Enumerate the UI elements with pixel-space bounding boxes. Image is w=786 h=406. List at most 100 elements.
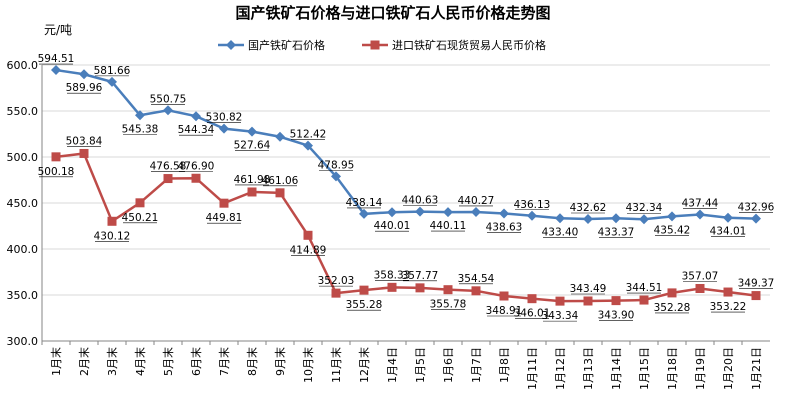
y-tick-label: 500.0 <box>7 151 39 164</box>
x-tick-label: 1月13日 <box>582 347 595 390</box>
data-label: 436.13 <box>514 199 551 211</box>
data-point <box>555 296 565 306</box>
x-tick-label: 1月4日 <box>386 347 399 383</box>
data-label: 432.34 <box>626 202 663 214</box>
data-point <box>51 152 61 162</box>
data-label: 440.63 <box>402 195 439 207</box>
x-tick-label: 11月末 <box>329 347 343 383</box>
data-label: 512.42 <box>290 129 327 141</box>
legend-label: 进口铁矿石现货贸易人民币价格 <box>392 38 546 52</box>
x-tick-label: 1月14日 <box>610 347 623 390</box>
data-point <box>191 173 201 183</box>
data-point <box>695 283 705 293</box>
data-label: 476.58 <box>150 161 187 173</box>
data-point <box>639 214 649 225</box>
data-point <box>443 207 453 218</box>
data-label: 530.82 <box>206 112 243 124</box>
data-label: 545.38 <box>122 123 159 135</box>
data-label: 476.90 <box>178 160 215 172</box>
data-label: 358.33 <box>374 269 411 281</box>
data-label: 500.18 <box>38 166 75 178</box>
data-label: 346.01 <box>514 308 551 320</box>
data-point <box>219 198 229 208</box>
x-tick-label: 12月末 <box>357 347 371 383</box>
data-point <box>387 207 397 218</box>
data-point <box>583 213 593 224</box>
data-label: 430.12 <box>94 230 131 242</box>
legend-marker <box>370 40 380 50</box>
data-point <box>611 296 621 306</box>
data-label: 438.14 <box>346 197 383 209</box>
series-group: 594.51 589.96 581.66 545.38 550.75 544.34530.… <box>38 53 775 322</box>
y-axis-unit: 元/吨 <box>44 23 72 37</box>
data-point <box>527 294 537 304</box>
legend: 国产铁矿石价格 进口铁矿石现货贸易人民币价格 <box>218 38 546 52</box>
data-point <box>443 285 453 295</box>
x-tick-label: 3月末 <box>105 347 119 376</box>
x-tick-label: 10月末 <box>301 347 315 383</box>
x-tick-label: 5月末 <box>161 347 175 376</box>
data-point <box>135 110 145 121</box>
data-label: 355.78 <box>430 299 467 311</box>
x-tick-label: 2月末 <box>77 347 91 376</box>
data-label: 503.84 <box>66 135 103 147</box>
data-point <box>247 187 257 197</box>
data-point <box>107 76 117 87</box>
x-tick-label: 7月末 <box>217 347 231 376</box>
data-point <box>359 208 369 219</box>
y-tick-label: 400.0 <box>7 243 39 256</box>
y-tick-label: 350.0 <box>7 289 39 302</box>
data-label: 357.77 <box>402 270 439 282</box>
data-point <box>751 213 761 224</box>
data-label: 544.34 <box>178 124 215 136</box>
data-point <box>387 282 397 292</box>
data-label: 353.22 <box>710 301 747 313</box>
data-point <box>471 286 481 296</box>
x-tick-label: 1月19日 <box>694 347 707 390</box>
x-tick-label: 1月7日 <box>470 347 483 383</box>
data-point <box>667 211 677 222</box>
data-point <box>275 188 285 198</box>
data-label: 433.40 <box>542 226 579 238</box>
data-label: 437.44 <box>682 198 719 210</box>
x-tick-label: 1月8日 <box>498 347 511 383</box>
y-tick-label: 450.0 <box>7 197 39 210</box>
y-tick-label: 300.0 <box>7 335 39 348</box>
data-label: 435.42 <box>654 224 691 236</box>
data-point <box>471 206 481 217</box>
data-point <box>723 212 733 223</box>
data-label: 344.51 <box>626 282 663 294</box>
data-label: 343.34 <box>542 310 579 322</box>
x-tick-label: 1月21日 <box>750 347 763 390</box>
data-label: 348.91 <box>486 305 523 317</box>
data-point <box>723 287 733 297</box>
x-tick-label: 9月末 <box>273 347 287 376</box>
data-point <box>163 174 173 184</box>
data-label: 440.11 <box>430 220 467 232</box>
x-tick-label: 1月11日 <box>526 347 539 390</box>
data-point <box>51 65 61 76</box>
y-axis-ticks: 300.0 350.0 400.0 450.0 500.0 550.0 600.0 <box>7 59 39 348</box>
data-label: 414.89 <box>290 244 327 256</box>
data-point <box>359 285 369 295</box>
data-label: 432.96 <box>738 202 775 214</box>
data-point <box>135 198 145 208</box>
data-point <box>555 213 565 224</box>
data-label: 450.21 <box>122 212 159 224</box>
data-label: 432.62 <box>570 202 607 214</box>
data-point <box>331 171 341 182</box>
data-label: 352.28 <box>654 302 691 314</box>
data-label: 461.98 <box>234 174 271 186</box>
data-label: 440.27 <box>458 195 495 207</box>
data-point <box>331 288 341 298</box>
x-tick-label: 1月6日 <box>442 347 455 383</box>
data-point <box>499 208 509 219</box>
data-point <box>415 206 425 217</box>
data-label: 581.66 <box>94 65 131 77</box>
legend-marker <box>226 40 236 50</box>
x-tick-label: 4月末 <box>133 347 147 376</box>
x-tick-label: 1月15日 <box>638 347 651 390</box>
data-label: 349.37 <box>738 278 775 290</box>
